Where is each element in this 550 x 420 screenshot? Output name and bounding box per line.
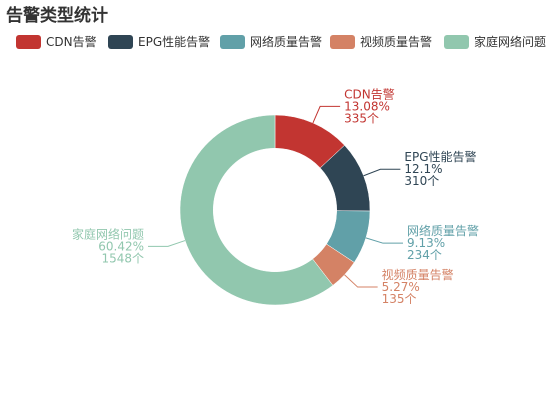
slice-label: EPG性能告警 12.1% 310个: [404, 149, 476, 188]
legend-item[interactable]: 家庭网络问题: [444, 34, 546, 49]
legend-label: 网络质量告警: [250, 34, 322, 49]
legend-item[interactable]: 视频质量告警: [330, 34, 432, 49]
legend-item[interactable]: EPG性能告警: [108, 34, 210, 49]
legend-swatch: [444, 35, 469, 49]
leader-line: [312, 105, 341, 124]
label-count: 234个: [407, 248, 442, 262]
label-name: 视频质量告警: [382, 267, 454, 282]
slice-label: CDN告警 13.08% 335个: [344, 86, 395, 125]
legend-swatch: [330, 35, 355, 49]
label-percent: 60.42%: [98, 239, 144, 253]
label-count: 135个: [382, 292, 417, 306]
label-count: 1548个: [101, 251, 144, 265]
label-percent: 5.27%: [382, 280, 420, 294]
label-name: 网络质量告警: [407, 223, 479, 238]
label-name: 家庭网络问题: [72, 226, 144, 241]
chart-title: 告警类型统计: [6, 5, 108, 26]
label-percent: 12.1%: [404, 162, 442, 176]
legend-item[interactable]: 网络质量告警: [220, 34, 322, 49]
legend-label: 家庭网络问题: [474, 34, 546, 49]
label-percent: 9.13%: [407, 236, 445, 250]
label-percent: 13.08%: [344, 99, 390, 113]
slice-label: 视频质量告警 5.27% 135个: [382, 267, 454, 306]
slice-label: 家庭网络问题 60.42% 1548个: [72, 226, 144, 265]
leader-line: [365, 237, 404, 244]
leader-line: [148, 240, 186, 247]
label-name: CDN告警: [344, 86, 395, 101]
legend-swatch: [220, 35, 245, 49]
legend-swatch: [16, 35, 41, 49]
legend-item[interactable]: CDN告警: [16, 34, 97, 49]
donut-slices: [179, 114, 371, 306]
leader-line: [363, 168, 401, 177]
slice-label: 网络质量告警 9.13% 234个: [407, 223, 479, 262]
leader-line: [344, 274, 378, 288]
legend-label: 视频质量告警: [360, 34, 432, 49]
label-count: 310个: [404, 174, 439, 188]
legend: CDN告警 EPG性能告警 网络质量告警 视频质量告警 家庭网络问题: [16, 34, 546, 49]
legend-swatch: [108, 35, 133, 49]
label-count: 335个: [344, 111, 379, 125]
legend-label: EPG性能告警: [138, 34, 210, 49]
donut-slice[interactable]: [179, 114, 334, 306]
legend-label: CDN告警: [46, 34, 97, 49]
label-name: EPG性能告警: [404, 149, 476, 164]
